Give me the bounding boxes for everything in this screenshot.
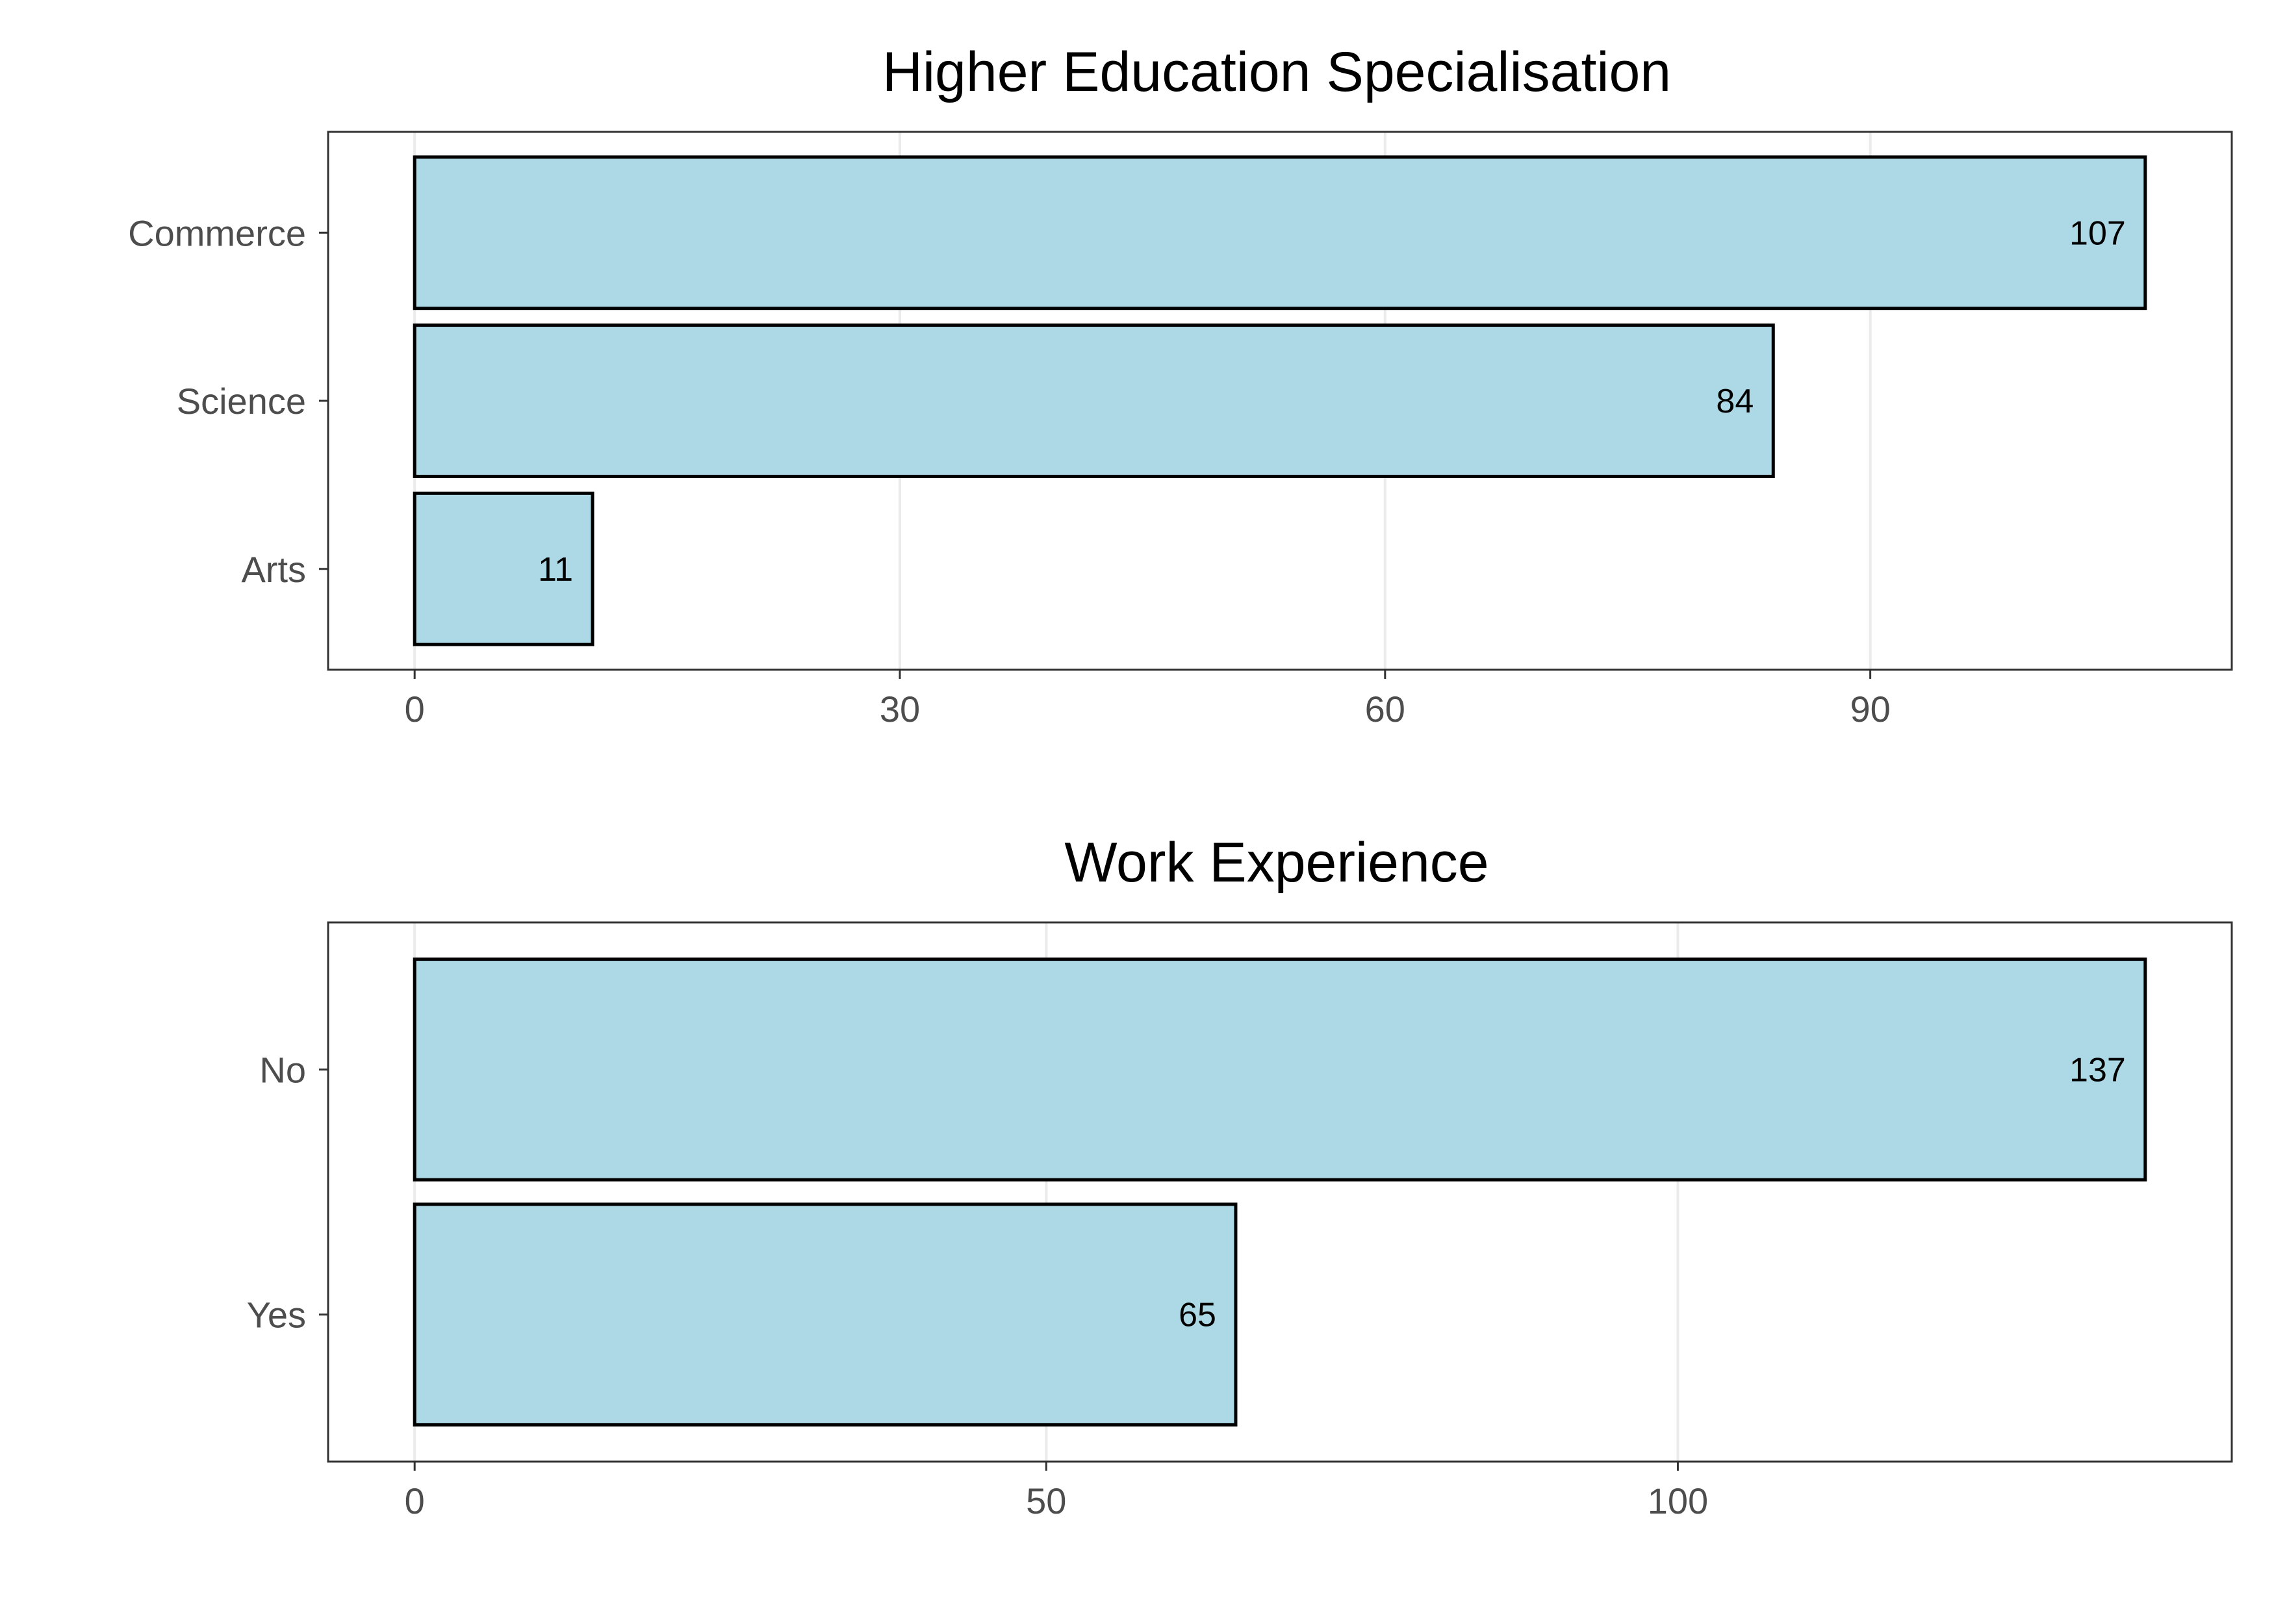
y-category-label: Yes [247,1295,306,1336]
bars: 137 65 [413,958,2147,1427]
bar-science [413,324,1775,478]
bar-value-label: 137 [2069,1051,2126,1089]
chart-title: Work Experience [1064,831,1488,894]
bar-arts [413,491,594,646]
y-axis-labels: No Yes [247,1049,328,1336]
x-axis-labels: 0 30 60 90 [405,670,1891,730]
bar-commerce [413,155,2147,311]
x-tick-label: 0 [405,1480,425,1521]
x-tick-label: 60 [1365,689,1405,730]
bar-value-label: 84 [1716,383,1754,420]
x-axis-labels: 0 50 100 [405,1462,1708,1521]
bar-value-label: 65 [1179,1297,1216,1334]
panel-border [327,131,2233,671]
panel-higher-education: Higher Education Specialisation 1078411 … [128,41,2233,730]
bars: 107 84 11 [413,155,2147,646]
bar-no [413,958,2147,1182]
y-axis-labels: Commerce Science Arts [128,212,328,590]
x-tick-label: 100 [1648,1480,1708,1521]
y-category-label: Science [177,381,306,422]
bar-value-label: 11 [538,551,573,589]
y-category-label: No [259,1049,306,1090]
bar-yes [413,1202,1238,1427]
x-tick-label: 90 [1850,689,1890,730]
x-tick-label: 30 [880,689,920,730]
x-tick-label: 0 [405,689,425,730]
chart-title: Higher Education Specialisation [882,41,1671,103]
y-category-label: Commerce [128,212,306,253]
panel-work-experience: Work Experience 137 65 No Yes 0 50 100 [247,831,2233,1521]
panel-border [327,921,2233,1463]
bar-value-label: 107 [2069,214,2126,252]
y-category-label: Arts [241,549,306,590]
x-tick-label: 50 [1026,1480,1066,1521]
